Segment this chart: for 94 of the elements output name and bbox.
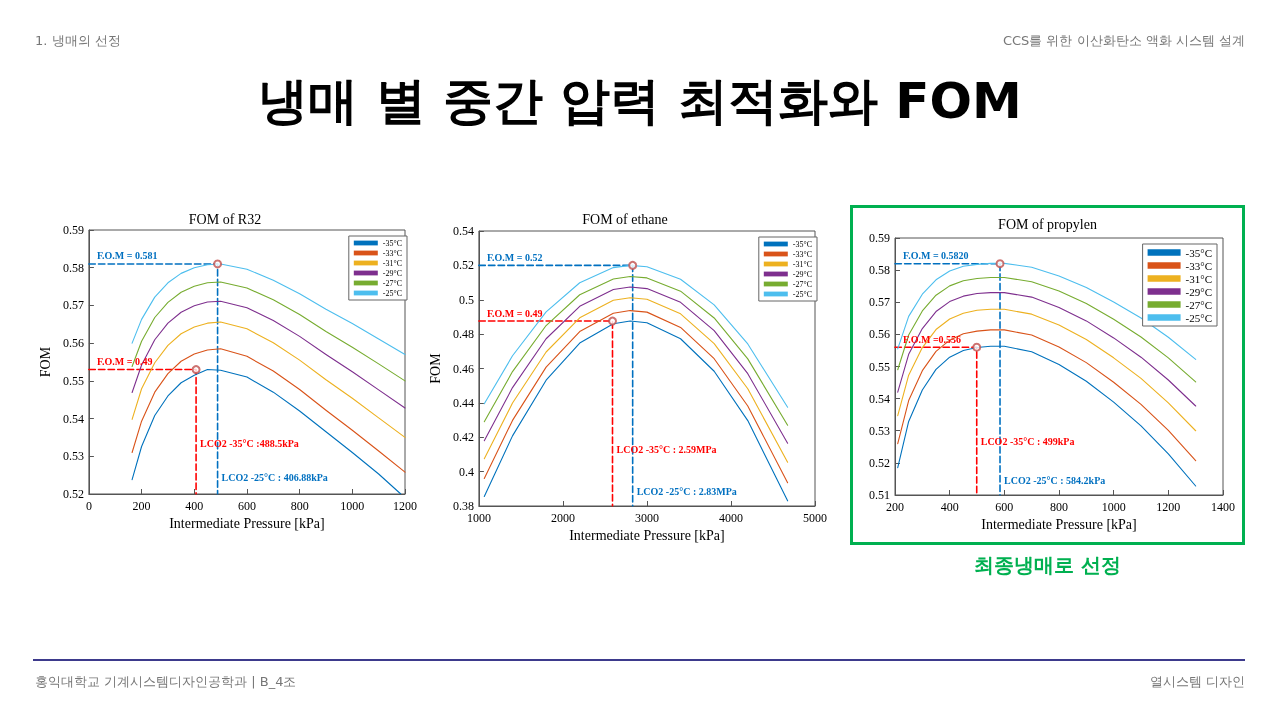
y-tick-label: 0.53: [62, 449, 84, 464]
legend-label: -25°C: [382, 288, 402, 298]
x-tick-label: 200: [132, 499, 151, 513]
line-series: [131, 321, 406, 438]
x-axis-title: Intermediate Pressure [kPa]: [569, 528, 725, 544]
annotation: F.O.M = 0.5820: [903, 250, 969, 262]
legend-label: -33°C: [1185, 259, 1213, 272]
x-tick-label: 800: [290, 499, 309, 513]
x-tick-label: 1400: [1211, 500, 1235, 514]
legend-label: -29°C: [792, 269, 812, 279]
y-tick-label: 0.55: [62, 373, 84, 388]
y-tick-label: 0.52: [452, 258, 474, 273]
y-axis-title: FOM: [427, 352, 443, 384]
legend-label: -27°C: [382, 278, 402, 288]
x-tick-label: 600: [237, 499, 256, 513]
legend-label: -31°C: [1185, 272, 1213, 285]
legend-label: -29°C: [1185, 285, 1213, 298]
x-tick-label: 2000: [550, 511, 575, 525]
x-tick-label: 1000: [466, 511, 491, 525]
text: 열시스템 디자인: [1149, 673, 1245, 691]
legend-label: -29°C: [382, 268, 402, 278]
y-tick-label: 0.56: [869, 327, 890, 342]
legend-label: -27°C: [792, 279, 812, 289]
annotation: LCO2 -35°C :488.5kPa: [200, 437, 299, 449]
chart-title: FOM of propylen: [998, 216, 1097, 232]
y-tick-label: 0.54: [452, 224, 474, 238]
legend-label: -31°C: [382, 258, 402, 268]
x-axis-title: Intermediate Pressure [kPa]: [981, 517, 1137, 533]
x-tick-label: 1200: [393, 499, 417, 513]
legend-label: -33°C: [792, 249, 812, 259]
y-tick-label: 0.59: [869, 231, 890, 245]
line-series: [483, 297, 789, 463]
annotation: LCO2 -25°C : 584.2kPa: [1004, 475, 1106, 487]
text: CCS를 위한 이산화탄소 액화 시스템 설계: [1002, 32, 1245, 50]
y-tick-label: 0.4: [458, 464, 474, 479]
y-tick-label: 0.51: [869, 488, 890, 502]
x-tick-label: 600: [995, 500, 1014, 514]
annotation: F.O.M = 0.52: [486, 251, 543, 263]
legend-label: -25°C: [1185, 311, 1213, 324]
y-tick-label: 0.52: [869, 455, 890, 470]
line-series: [131, 281, 406, 382]
chart-title: FOM of R32: [188, 211, 262, 227]
y-tick-label: 0.46: [452, 361, 474, 376]
y-tick-label: 0.52: [62, 487, 84, 501]
legend-label: -31°C: [792, 259, 812, 269]
y-axis-title: FOM: [37, 346, 53, 378]
x-tick-label: 5000: [803, 511, 827, 525]
x-tick-label: 4000: [718, 511, 743, 525]
legend-label: -35°C: [382, 238, 402, 248]
annotation: LCO2 -25°C : 406.88kPa: [221, 471, 328, 483]
y-tick-label: 0.48: [452, 327, 474, 342]
x-tick-label: 3000: [634, 511, 659, 525]
x-tick-label: 400: [940, 500, 959, 514]
annotation: LCO2 -35°C : 499kPa: [980, 435, 1075, 447]
x-tick-label: 1000: [1101, 500, 1126, 514]
x-tick-label: 0: [85, 499, 92, 513]
y-tick-label: 0.57: [62, 298, 84, 313]
text: 홍익대학교 기계시스템디자인공학과 | B_4조: [35, 673, 297, 691]
y-tick-label: 0.5: [458, 292, 474, 307]
text: 1. 냉매의 선정: [35, 32, 121, 50]
legend-label: -35°C: [1185, 246, 1213, 259]
y-tick-label: 0.38: [452, 499, 474, 513]
line-series: [483, 286, 789, 444]
y-tick-label: 0.54: [62, 411, 84, 426]
y-tick-label: 0.42: [452, 430, 474, 445]
legend-label: -25°C: [792, 289, 812, 299]
legend-label: -35°C: [792, 239, 812, 249]
annotation: F.O.M = 0.581: [96, 250, 158, 262]
legend-label: -33°C: [382, 248, 402, 258]
y-tick-label: 0.56: [62, 336, 84, 351]
x-axis-title: Intermediate Pressure [kPa]: [169, 516, 325, 532]
line-series: [131, 300, 406, 409]
text: 최종냉매로 선정: [973, 552, 1122, 579]
y-tick-label: 0.58: [869, 263, 890, 278]
y-tick-label: 0.54: [869, 391, 890, 406]
text: 냉매 별 중간 압력 최적화와 FOM: [257, 71, 1023, 132]
x-tick-label: 1000: [340, 499, 365, 513]
x-tick-label: 800: [1050, 500, 1068, 514]
line-series: [897, 329, 1197, 462]
y-tick-label: 0.44: [452, 395, 474, 410]
y-tick-label: 0.58: [62, 260, 84, 275]
line-series: [483, 276, 789, 426]
x-tick-label: 200: [886, 500, 904, 514]
annotation: F.O.M = 0.49: [486, 307, 543, 319]
y-tick-label: 0.59: [62, 223, 84, 237]
annotation: LCO2 -25°C : 2.83MPa: [636, 485, 737, 497]
y-tick-label: 0.53: [869, 423, 890, 438]
legend-label: -27°C: [1185, 298, 1213, 311]
y-tick-label: 0.57: [869, 295, 890, 310]
x-tick-label: 400: [185, 499, 204, 513]
chart-title: FOM of ethane: [582, 211, 668, 227]
x-tick-label: 1200: [1156, 500, 1181, 514]
line-series: [131, 348, 406, 473]
y-tick-label: 0.55: [869, 359, 890, 374]
